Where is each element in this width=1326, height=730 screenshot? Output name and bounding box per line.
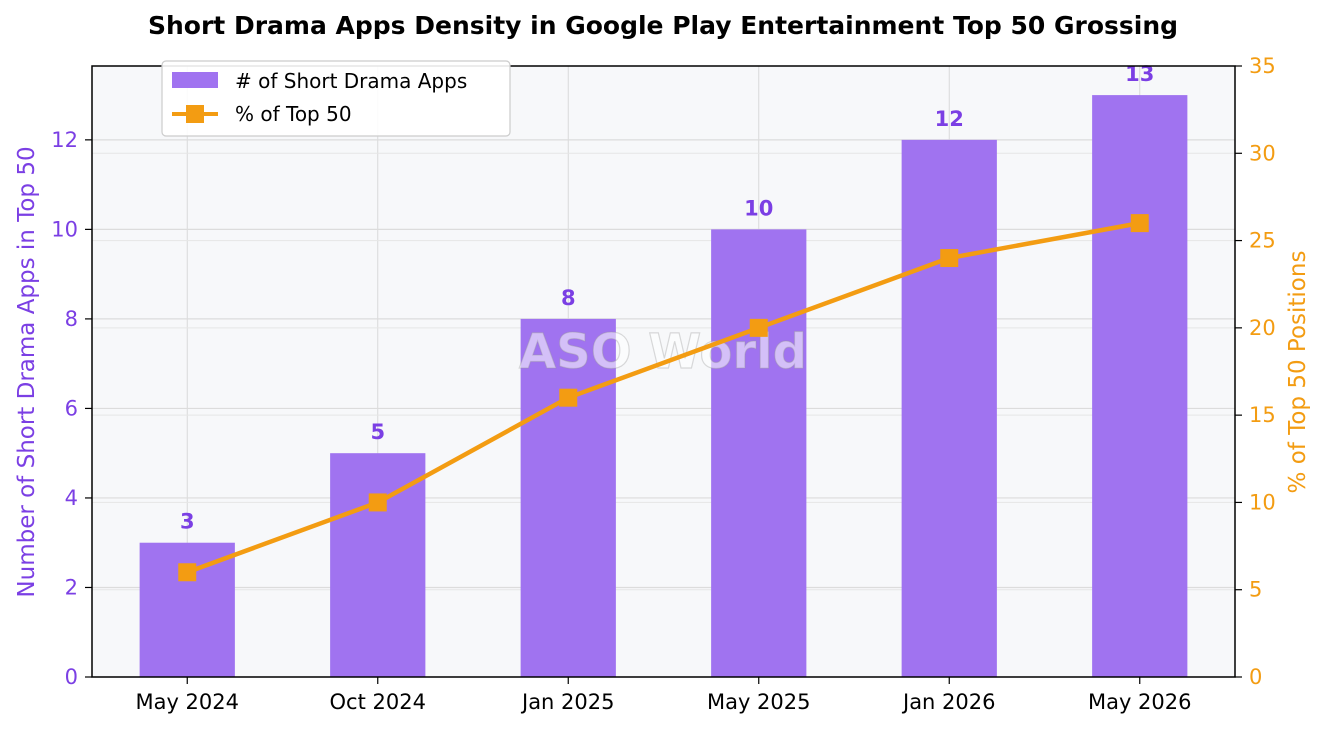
line-marker xyxy=(178,563,197,582)
legend-line-label: % of Top 50 xyxy=(235,102,352,126)
right-axis-ticks: 0 5 10 15 20 25 30 35 xyxy=(1235,54,1276,689)
bar-value-label: 12 xyxy=(935,107,964,131)
y-tick-label-left: 12 xyxy=(51,128,78,152)
chart-title: Short Drama Apps Density in Google Play … xyxy=(148,11,1178,40)
line-marker xyxy=(1130,214,1149,233)
legend-box xyxy=(161,60,511,137)
plot-area xyxy=(92,66,1235,677)
y-tick-label-right: 30 xyxy=(1249,141,1276,165)
x-tick-label: Jan 2025 xyxy=(520,690,615,714)
legend-bar-label: # of Short Drama Apps xyxy=(235,69,467,93)
bar xyxy=(139,542,235,677)
bar xyxy=(711,229,807,677)
y-tick-label-right: 20 xyxy=(1249,316,1276,340)
y-tick-label-left: 8 xyxy=(65,307,78,331)
y-tick-label-left: 0 xyxy=(65,665,78,689)
y-tick-label-left: 2 xyxy=(65,575,78,599)
line-marker xyxy=(940,249,959,268)
legend-line-marker xyxy=(186,105,204,123)
bar xyxy=(330,453,426,677)
plot-frame xyxy=(91,65,1236,678)
bar-value-label: 8 xyxy=(561,286,576,310)
x-tick-label: May 2025 xyxy=(707,690,811,714)
x-tick-label: May 2024 xyxy=(135,690,239,714)
bar xyxy=(901,139,997,677)
bar-value-label: 3 xyxy=(180,510,195,534)
x-tick-label: Jan 2026 xyxy=(901,690,996,714)
y-tick-label-left: 4 xyxy=(65,486,78,510)
bar-value-label: 5 xyxy=(370,420,385,444)
bar-value-label: 10 xyxy=(744,196,773,220)
line-marker xyxy=(368,493,387,512)
y-tick-label-right: 10 xyxy=(1249,490,1276,514)
y-tick-label-left: 10 xyxy=(51,217,78,241)
y-tick-label-right: 25 xyxy=(1249,229,1276,253)
bar xyxy=(520,318,616,677)
left-axis-ticks: 0 2 4 6 8 10 12 xyxy=(51,128,92,689)
x-tick-label: May 2026 xyxy=(1088,690,1192,714)
y-tick-label-right: 35 xyxy=(1249,54,1276,78)
left-axis-label: Number of Short Drama Apps in Top 50 xyxy=(14,146,40,597)
x-tick-label: Oct 2024 xyxy=(330,690,426,714)
line-marker xyxy=(749,318,768,337)
legend: # of Short Drama Apps % of Top 50 xyxy=(161,60,511,137)
y-tick-label-left: 6 xyxy=(65,396,78,420)
x-axis-ticks: May 2024 Oct 2024 Jan 2025 May 2025 Jan 2026… xyxy=(135,677,1192,714)
right-axis-label: % of Top 50 Positions xyxy=(1285,251,1311,494)
legend-bar-swatch xyxy=(172,72,218,88)
percent-line xyxy=(178,214,1149,582)
percent-line-path xyxy=(186,220,1141,575)
bars xyxy=(139,95,1188,678)
y-tick-label-right: 5 xyxy=(1249,578,1262,602)
bar xyxy=(1092,95,1188,678)
y-tick-label-right: 0 xyxy=(1249,665,1262,689)
line-marker xyxy=(559,388,578,407)
y-tick-label-right: 15 xyxy=(1249,403,1276,427)
